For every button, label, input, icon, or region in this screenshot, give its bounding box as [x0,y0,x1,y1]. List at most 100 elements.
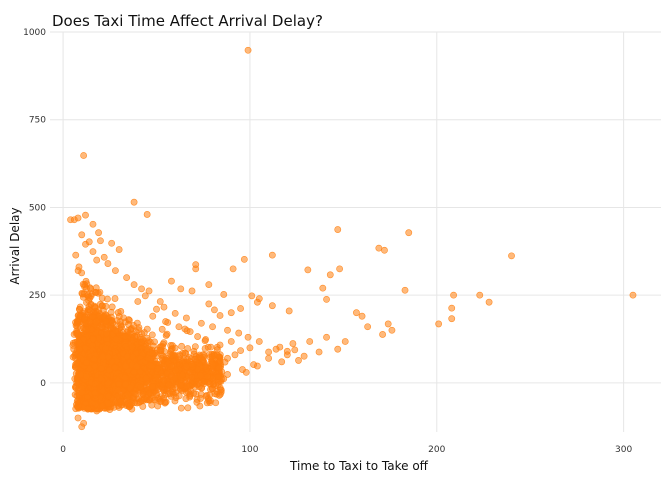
dense-cluster-point [129,336,137,344]
dense-cluster-point [82,277,90,285]
dense-cluster-point [182,395,190,403]
data-point [205,281,213,289]
data-point [80,152,88,159]
dense-cluster-point [177,381,185,389]
data-point [278,358,286,366]
data-point [629,291,637,299]
data-point [381,246,388,254]
data-point [268,251,276,259]
dense-cluster-point [72,251,80,259]
x-tick-label: 0 [60,445,66,455]
dense-cluster-point [97,374,105,382]
dense-cluster-point [148,362,156,370]
dense-cluster-point [144,354,152,362]
data-point [156,298,164,305]
dense-cluster-point [215,364,223,372]
data-point [375,244,383,252]
dense-cluster-point [115,380,123,388]
dense-cluster-point [121,332,129,340]
data-point [283,351,291,359]
data-point [130,198,138,206]
data-point [201,363,209,371]
dense-cluster-point [102,317,110,325]
dense-cluster-point [154,402,162,410]
dense-cluster-point [84,393,91,401]
dense-cluster-point [105,353,112,361]
dense-cluster-point [108,358,116,366]
dense-cluster-point [165,381,173,389]
dense-cluster-point [197,371,205,379]
data-point [70,216,78,224]
data-point [448,304,456,312]
dense-cluster-point [122,343,130,351]
data-point [89,220,97,228]
data-point [485,298,493,306]
data-point [143,211,151,218]
dense-cluster-point [154,365,162,373]
data-point [237,305,244,312]
data-point [435,320,443,328]
data-point [209,360,216,368]
dense-cluster-point [137,383,145,391]
dense-cluster-point [83,359,90,366]
y-tick-label: 750 [29,116,46,126]
x-tick-label: 200 [428,445,445,455]
data-point [231,351,239,359]
dense-cluster-point [141,343,149,350]
dense-cluster-point [88,399,96,407]
y-tick-label: 250 [29,291,46,301]
data-point [95,229,102,237]
dense-cluster-point [82,344,90,352]
data-point [134,298,142,305]
data-point [295,357,302,364]
dense-cluster-point [186,390,194,398]
data-point [450,291,457,299]
dense-cluster-point [81,315,88,323]
dense-cluster-point [214,373,222,381]
y-axis-label: Arrival Delay [8,207,22,284]
dense-cluster-point [77,371,85,379]
x-tick-label: 100 [241,445,258,455]
data-point [106,406,114,413]
dense-cluster-point [115,313,123,320]
dense-cluster-point [136,368,144,376]
data-point [306,338,314,345]
dense-cluster-point [86,307,94,315]
dense-cluster-point [175,392,183,400]
data-point [100,253,108,261]
dense-cluster-point [193,396,201,403]
dense-cluster-point [132,349,140,357]
data-point [448,315,456,323]
dense-cluster-point [154,395,162,402]
data-point [209,323,216,331]
data-point [265,354,273,362]
dense-cluster-point [192,390,200,398]
data-point [171,374,179,382]
data-point [265,348,273,356]
dense-cluster-point [133,363,141,370]
dense-cluster-point [111,364,119,371]
dense-cluster-point [91,304,99,312]
dense-cluster-point [178,342,186,350]
data-point [130,281,138,289]
data-points [67,46,637,431]
dense-cluster-point [160,339,168,347]
y-tick-label: 1000 [23,28,46,38]
data-point [341,338,349,345]
dense-cluster-point [128,343,136,351]
dense-cluster-point [105,366,113,374]
data-point [201,345,209,352]
data-point [216,341,224,349]
dense-cluster-point [163,330,171,338]
data-point [334,345,342,353]
dense-cluster-point [167,392,175,400]
data-point [115,404,123,411]
dense-cluster-point [135,324,143,331]
dense-cluster-point [102,344,109,352]
dense-cluster-point [76,345,84,353]
data-point [211,306,218,314]
dense-cluster-point [196,402,204,410]
data-point [353,309,360,317]
data-point [323,295,330,303]
dense-cluster-point [169,385,177,393]
